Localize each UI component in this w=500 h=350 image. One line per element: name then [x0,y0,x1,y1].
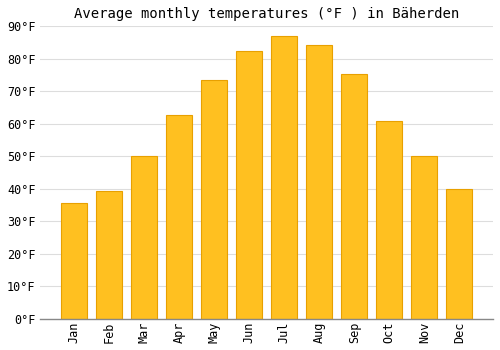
Title: Average monthly temperatures (°F ) in Bäherden: Average monthly temperatures (°F ) in Bä… [74,7,460,21]
Bar [411,156,438,319]
Bar [201,80,228,319]
Bar [376,121,402,319]
Bar [131,156,157,319]
Bar [306,45,332,319]
Bar [166,116,192,319]
Bar [446,189,472,319]
Bar [271,36,297,319]
Bar [61,203,87,319]
Bar [96,191,122,319]
Bar [341,75,367,319]
Bar [236,51,262,319]
